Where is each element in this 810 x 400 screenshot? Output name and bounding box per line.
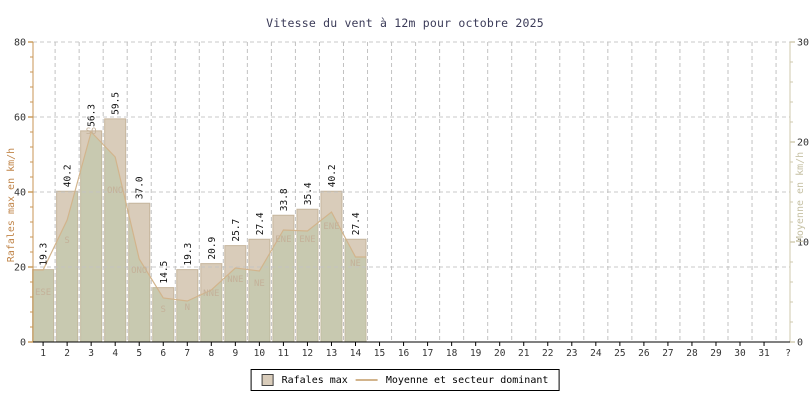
left-tick-label: 20: [14, 263, 26, 274]
x-tick-label: 4: [112, 348, 118, 359]
bar-value-labels: 19.3 40.2 56.3 59.5 37.0 14.5 19.3 20.9 25.7 27.4…: [39, 92, 362, 284]
right-axis: [789, 41, 795, 343]
legend: Rafales max Moyenne et secteur dominant: [250, 369, 560, 391]
sector-label: ENE: [299, 235, 315, 245]
sector-label: ENE: [275, 235, 291, 245]
legend-line-label: Moyenne et secteur dominant: [385, 374, 549, 386]
right-axis-title: Moyenne en km/h: [795, 152, 806, 242]
left-tick-label: 80: [14, 38, 26, 49]
x-tick-label: 8: [208, 348, 214, 359]
bar-value-label: 27.4: [351, 212, 362, 235]
sector-label: SO: [86, 127, 97, 137]
bar-value-label: 27.4: [255, 212, 266, 235]
chart-title: Vitesse du vent à 12m pour octobre 2025: [266, 16, 544, 30]
x-tick-label: 21: [518, 348, 530, 359]
bar-value-label: 59.5: [111, 92, 122, 115]
x-tick-label: ?: [785, 348, 791, 359]
x-tick-label: 30: [734, 348, 746, 359]
bar-value-label: 37.0: [135, 176, 146, 199]
h-gridlines: [33, 41, 790, 268]
sector-label: NNE: [227, 275, 243, 285]
bar-value-label: 20.9: [207, 236, 218, 259]
bar-value-label: 40.2: [327, 164, 338, 187]
x-tick-label: 18: [446, 348, 458, 359]
bar-value-label: 35.4: [303, 182, 314, 205]
x-tick-label: 15: [374, 348, 385, 359]
left-axis: [28, 41, 34, 343]
x-tick-label: 13: [326, 348, 337, 359]
right-tick-label: 0: [797, 338, 803, 349]
bar-value-label: 56.3: [87, 104, 98, 127]
x-tick-label: 3: [88, 348, 94, 359]
sector-label: N: [185, 303, 190, 313]
moyenne-area-fill: [32, 132, 367, 342]
bar-swatch-icon: [261, 374, 274, 386]
bar-value-label: 25.7: [231, 219, 242, 242]
sector-labels: ESE S SO ONO ONO S N NNE NNE NE ENE ENE ENE NE: [35, 127, 361, 315]
x-tick-label: 31: [758, 348, 770, 359]
bar-value-label: 19.3: [183, 243, 194, 266]
left-tick-label: 40: [14, 188, 26, 199]
left-tick-label: 60: [14, 113, 26, 124]
legend-bar-label: Rafales max: [281, 374, 348, 386]
sector-label: S: [161, 305, 166, 315]
x-tick-label: 24: [590, 348, 602, 359]
sector-label: ONO: [107, 186, 123, 196]
x-tick-label: 9: [232, 348, 238, 359]
x-tick-label: 5: [136, 348, 142, 359]
x-tick-label: 22: [542, 348, 553, 359]
x-tick-label: 28: [686, 348, 698, 359]
x-tick-label: 2: [64, 348, 70, 359]
x-tick-label: 25: [614, 348, 625, 359]
x-tick-label: 10: [254, 348, 266, 359]
sector-label: S: [64, 236, 69, 246]
sector-label: NNE: [203, 289, 219, 299]
x-tick-label: 20: [494, 348, 506, 359]
sector-label: NE: [350, 259, 361, 269]
x-tick-label: 29: [710, 348, 722, 359]
left-axis-title: Rafales max en km/h: [6, 148, 17, 262]
bar-value-label: 40.2: [63, 164, 74, 187]
sector-label: ONO: [131, 266, 147, 276]
x-tick-label: 12: [302, 348, 313, 359]
x-tick-label: 14: [350, 348, 362, 359]
x-tick-label: 26: [638, 348, 650, 359]
left-tick-label: 0: [20, 338, 26, 349]
bar-value-label: 33.8: [279, 188, 290, 211]
bar-value-label: 14.5: [159, 261, 170, 284]
sector-label: ESE: [35, 288, 51, 298]
x-axis: [33, 341, 790, 346]
bar-value-label: 19.3: [39, 243, 50, 266]
right-tick-label: 10: [797, 238, 809, 249]
moyenne-line: [32, 130, 367, 302]
x-tick-label: 1: [40, 348, 46, 359]
x-tick-label: 19: [470, 348, 482, 359]
x-tick-label: 17: [422, 348, 433, 359]
x-tick-label: 11: [278, 348, 290, 359]
x-tick-label: 27: [662, 348, 673, 359]
line-swatch-icon: [355, 379, 378, 381]
x-tick-label: 16: [398, 348, 410, 359]
x-tick-label: 6: [160, 348, 166, 359]
right-tick-label: 30: [797, 38, 809, 49]
sector-label: NE: [254, 279, 265, 289]
sector-label: ENE: [323, 222, 339, 232]
x-tick-label: 7: [184, 348, 190, 359]
x-tick-label: 23: [566, 348, 577, 359]
right-tick-label: 20: [797, 138, 809, 149]
